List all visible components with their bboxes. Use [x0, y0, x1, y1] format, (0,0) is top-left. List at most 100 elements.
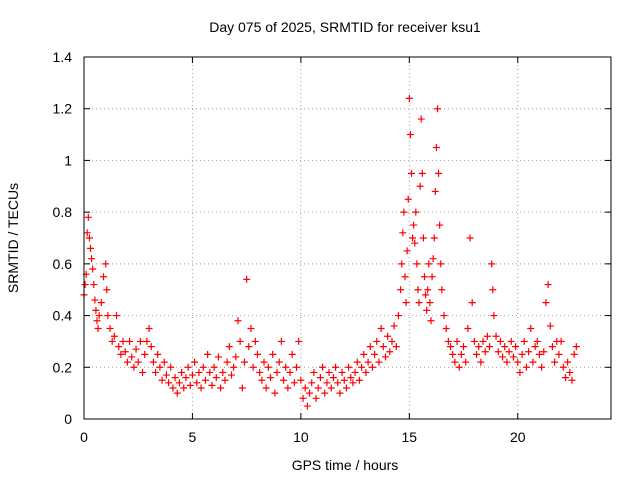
data-point: [473, 350, 481, 358]
data-point: [486, 343, 494, 351]
data-point: [522, 363, 530, 371]
data-point: [438, 286, 446, 294]
data-point: [442, 325, 450, 332]
y-tick-label: 0.8: [53, 204, 73, 220]
data-point: [434, 105, 442, 113]
data-point: [81, 281, 89, 289]
data-point: [182, 374, 190, 382]
data-point: [319, 363, 327, 371]
data-point: [225, 343, 233, 351]
data-point: [260, 358, 268, 366]
data-point: [399, 229, 407, 237]
data-point: [470, 337, 478, 345]
data-point: [360, 350, 368, 358]
data-point: [267, 374, 275, 382]
data-point: [546, 322, 554, 330]
data-point: [520, 337, 528, 345]
data-point: [113, 312, 121, 320]
data-point: [240, 358, 248, 366]
data-point: [403, 247, 411, 255]
data-point: [188, 371, 196, 379]
data-point: [364, 358, 372, 366]
data-point: [103, 286, 111, 294]
chart-title: Day 075 of 2025, SRMTID for receiver ksu…: [209, 19, 481, 35]
data-point: [327, 384, 335, 392]
data-point: [312, 394, 320, 402]
data-point: [420, 273, 428, 281]
data-point: [538, 363, 546, 371]
y-axis-label: SRMTID / TECUs: [5, 183, 21, 293]
data-point: [460, 343, 468, 351]
data-point: [123, 358, 131, 366]
data-point: [397, 286, 405, 294]
data-point: [415, 299, 423, 307]
data-point: [152, 368, 160, 376]
data-point: [355, 376, 363, 384]
data-point: [555, 350, 563, 358]
data-point: [481, 348, 489, 356]
data-point: [169, 384, 177, 392]
data-point: [447, 343, 455, 351]
data-point: [422, 291, 430, 299]
data-point: [338, 368, 346, 376]
data-point: [271, 389, 279, 397]
data-point: [564, 358, 572, 366]
data-point: [308, 379, 316, 387]
data-point: [204, 350, 212, 358]
data-point: [104, 312, 112, 320]
data-point: [572, 343, 580, 351]
data-point: [88, 255, 96, 263]
data-point: [529, 358, 537, 366]
data-point: [128, 353, 136, 361]
x-axis-ticks: 0 5 10 15 20: [80, 57, 526, 445]
data-point: [156, 363, 164, 371]
data-point: [234, 317, 242, 325]
data-point: [388, 337, 396, 345]
data-point: [221, 376, 229, 384]
data-point: [208, 381, 216, 389]
data-point: [288, 350, 296, 358]
data-point: [401, 273, 409, 281]
data-point: [561, 374, 569, 382]
data-point: [375, 358, 383, 366]
data-point: [178, 368, 186, 376]
y-tick-label: 0.6: [53, 256, 73, 272]
data-point: [247, 325, 255, 332]
data-point: [494, 348, 502, 356]
data-point: [212, 374, 220, 382]
data-point: [262, 384, 270, 392]
data-point: [451, 358, 459, 366]
data-point: [84, 213, 92, 221]
data-point: [409, 234, 417, 242]
data-point: [525, 348, 533, 356]
data-point: [518, 350, 526, 358]
data-point: [430, 234, 438, 242]
data-point: [489, 286, 497, 294]
data-point: [490, 312, 498, 320]
data-points: [80, 94, 580, 410]
data-point: [424, 286, 432, 294]
data-point: [406, 131, 414, 139]
data-point: [462, 358, 470, 366]
data-point: [191, 358, 199, 366]
data-point: [295, 337, 303, 345]
data-point: [115, 343, 123, 351]
data-point: [89, 265, 97, 273]
data-point: [347, 374, 355, 382]
data-point: [540, 348, 548, 356]
data-point: [384, 332, 392, 340]
data-point: [282, 363, 290, 371]
data-point: [121, 348, 129, 356]
y-tick-label: 0.2: [53, 359, 73, 375]
data-point: [316, 374, 324, 382]
data-point: [379, 343, 387, 351]
x-tick-label: 20: [510, 429, 526, 445]
data-point: [286, 368, 294, 376]
y-tick-label: 0.4: [53, 308, 73, 324]
data-point: [412, 208, 420, 216]
data-point: [199, 363, 207, 371]
data-point: [351, 368, 359, 376]
data-point: [329, 374, 337, 382]
data-point: [253, 350, 261, 358]
y-tick-label: 0: [64, 411, 72, 427]
